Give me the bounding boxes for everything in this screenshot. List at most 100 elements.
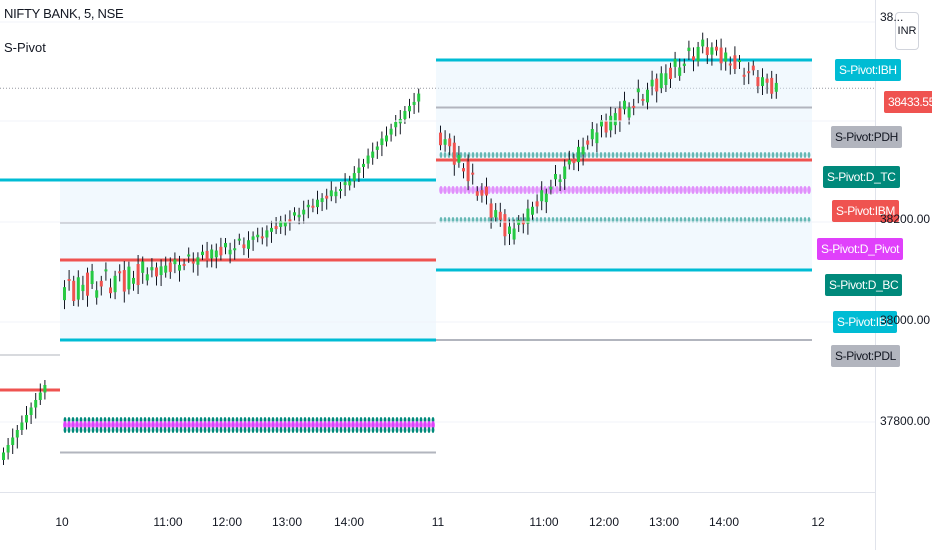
d-bc-dot	[319, 427, 323, 433]
candle-down	[242, 244, 246, 249]
time-tick: 12	[811, 515, 825, 529]
d-pivot-dot	[431, 421, 435, 429]
d-pivot-dot	[563, 186, 567, 194]
candle-up	[279, 220, 283, 227]
d-pivot-dot	[691, 186, 695, 194]
candle-down	[325, 195, 329, 199]
d-pivot-dot	[739, 186, 743, 194]
candle-down	[765, 78, 769, 83]
d-tc-dot	[603, 152, 607, 158]
d-pivot-dot	[803, 186, 807, 194]
d-tc-dot	[443, 152, 447, 158]
d-pivot-dot	[203, 421, 207, 429]
d-pivot-dot	[575, 186, 579, 194]
d-pivot-dot	[103, 421, 107, 429]
candle-up	[256, 234, 260, 238]
d-tc-dot	[667, 152, 671, 158]
d-pivot-dot	[287, 421, 291, 429]
d-bc-dot	[187, 427, 191, 433]
d-tc-dot	[439, 152, 443, 158]
d-pivot-dot	[531, 186, 535, 194]
d-pivot-dot	[799, 186, 803, 194]
time-tick: 13:00	[271, 515, 303, 529]
candle-up	[237, 238, 241, 241]
d-bc-dot	[271, 427, 275, 433]
candle-up	[687, 47, 691, 52]
candle-down	[168, 262, 172, 272]
candle-down	[72, 280, 76, 301]
d-tc-dot	[479, 152, 483, 158]
candle-down	[471, 172, 475, 175]
d-pivot-dot	[347, 421, 351, 429]
candle-up	[352, 173, 356, 181]
d-pivot-dot	[523, 186, 527, 194]
d-tc-dot	[727, 152, 731, 158]
last-price-tag: 38433.55	[884, 91, 932, 113]
currency-badge[interactable]: INR	[895, 12, 919, 50]
tag-d-tc: S-Pivot:D_TC	[823, 166, 900, 188]
d-pivot-dot	[355, 421, 359, 429]
d-pivot-dot	[683, 186, 687, 194]
d-pivot-dot	[795, 186, 799, 194]
candle-up	[366, 155, 370, 164]
candle-up	[774, 82, 778, 92]
d-tc-dot	[735, 152, 739, 158]
d-tc-dot	[763, 152, 767, 158]
d-bc-dot	[287, 427, 291, 433]
candle-down	[155, 267, 158, 277]
d-tc-dot	[659, 152, 663, 158]
d-tc-dot	[775, 152, 779, 158]
candle-down	[219, 246, 223, 256]
candle-up	[673, 58, 677, 67]
candle-down	[136, 263, 140, 286]
d-pivot-dot	[295, 421, 299, 429]
d-pivot-dot	[535, 186, 539, 194]
d-bc-dot	[175, 427, 179, 433]
d-bc-dot	[427, 427, 431, 433]
d-pivot-dot	[343, 421, 347, 429]
d-tc-dot	[687, 152, 691, 158]
candle-down	[311, 205, 315, 208]
d-tc-dot	[791, 152, 795, 158]
d-pivot-dot	[151, 421, 155, 429]
candle-up	[43, 385, 47, 393]
d-pivot-dot	[135, 421, 139, 429]
time-axis-border	[0, 492, 876, 493]
d-pivot-dot	[351, 421, 355, 429]
d-pivot-dot	[675, 186, 679, 194]
candle-up	[544, 193, 548, 203]
d-pivot-dot	[555, 186, 559, 194]
d-pivot-dot	[791, 186, 795, 194]
candle-up	[178, 264, 181, 271]
d-bc-dot	[79, 427, 83, 433]
d-bc-dot	[371, 427, 375, 433]
candle-up	[650, 79, 654, 87]
candle-up	[549, 186, 553, 190]
d-bc-dot	[331, 427, 335, 433]
d-bc-dot	[103, 427, 107, 433]
indicator-label[interactable]: S-Pivot	[4, 40, 46, 55]
d-pivot-dot	[271, 421, 275, 429]
candle-up	[201, 251, 204, 256]
d-bc-dot	[247, 427, 251, 433]
d-pivot-dot	[387, 421, 391, 429]
d-pivot-dot	[311, 421, 315, 429]
d-pivot-dot	[627, 186, 631, 194]
d-tc-dot	[535, 152, 539, 158]
candle-down	[705, 47, 709, 56]
candle-up	[724, 52, 728, 62]
d-pivot-dot	[711, 186, 715, 194]
candle-down	[448, 138, 452, 147]
symbol-title[interactable]: NIFTY BANK, 5, NSE	[4, 6, 124, 21]
d-pivot-dot	[195, 421, 199, 429]
d-bc-dot	[267, 427, 271, 433]
d-bc-dot	[395, 427, 399, 433]
time-tick: 13:00	[648, 515, 680, 529]
d-pivot-dot	[115, 421, 119, 429]
time-tick: 11:00	[153, 515, 183, 529]
d-pivot-dot	[139, 421, 143, 429]
d-bc-dot	[263, 427, 267, 433]
candle-down	[122, 270, 126, 292]
candle-up	[417, 93, 421, 102]
